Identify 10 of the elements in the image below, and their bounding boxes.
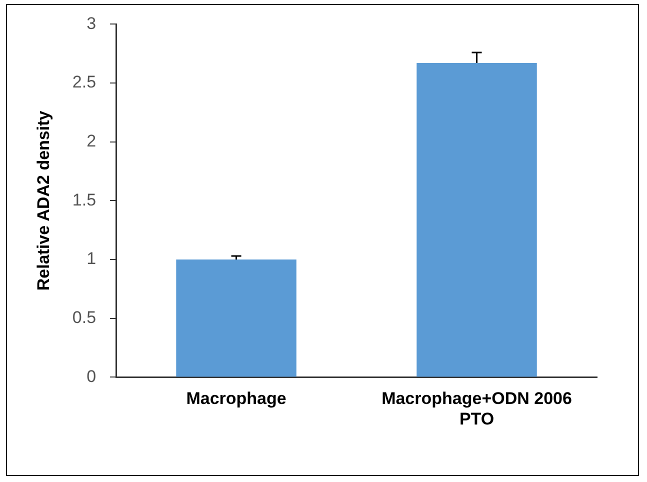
y-tick-label: 3 bbox=[86, 14, 96, 33]
x-tick-label: Macrophage+ODN 2006 PTO bbox=[382, 389, 572, 428]
y-tick-label: 2.5 bbox=[72, 72, 96, 92]
y-tick-label: 0 bbox=[86, 366, 96, 386]
y-tick-label: 1 bbox=[86, 249, 96, 268]
y-tick-label: 2 bbox=[86, 132, 96, 151]
x-tick-label: Macrophage bbox=[186, 389, 286, 408]
y-tick-label: 0.5 bbox=[72, 308, 96, 328]
y-tick-label: 1.5 bbox=[72, 190, 96, 210]
y-axis-title: Relative ADA2 density bbox=[34, 110, 53, 291]
